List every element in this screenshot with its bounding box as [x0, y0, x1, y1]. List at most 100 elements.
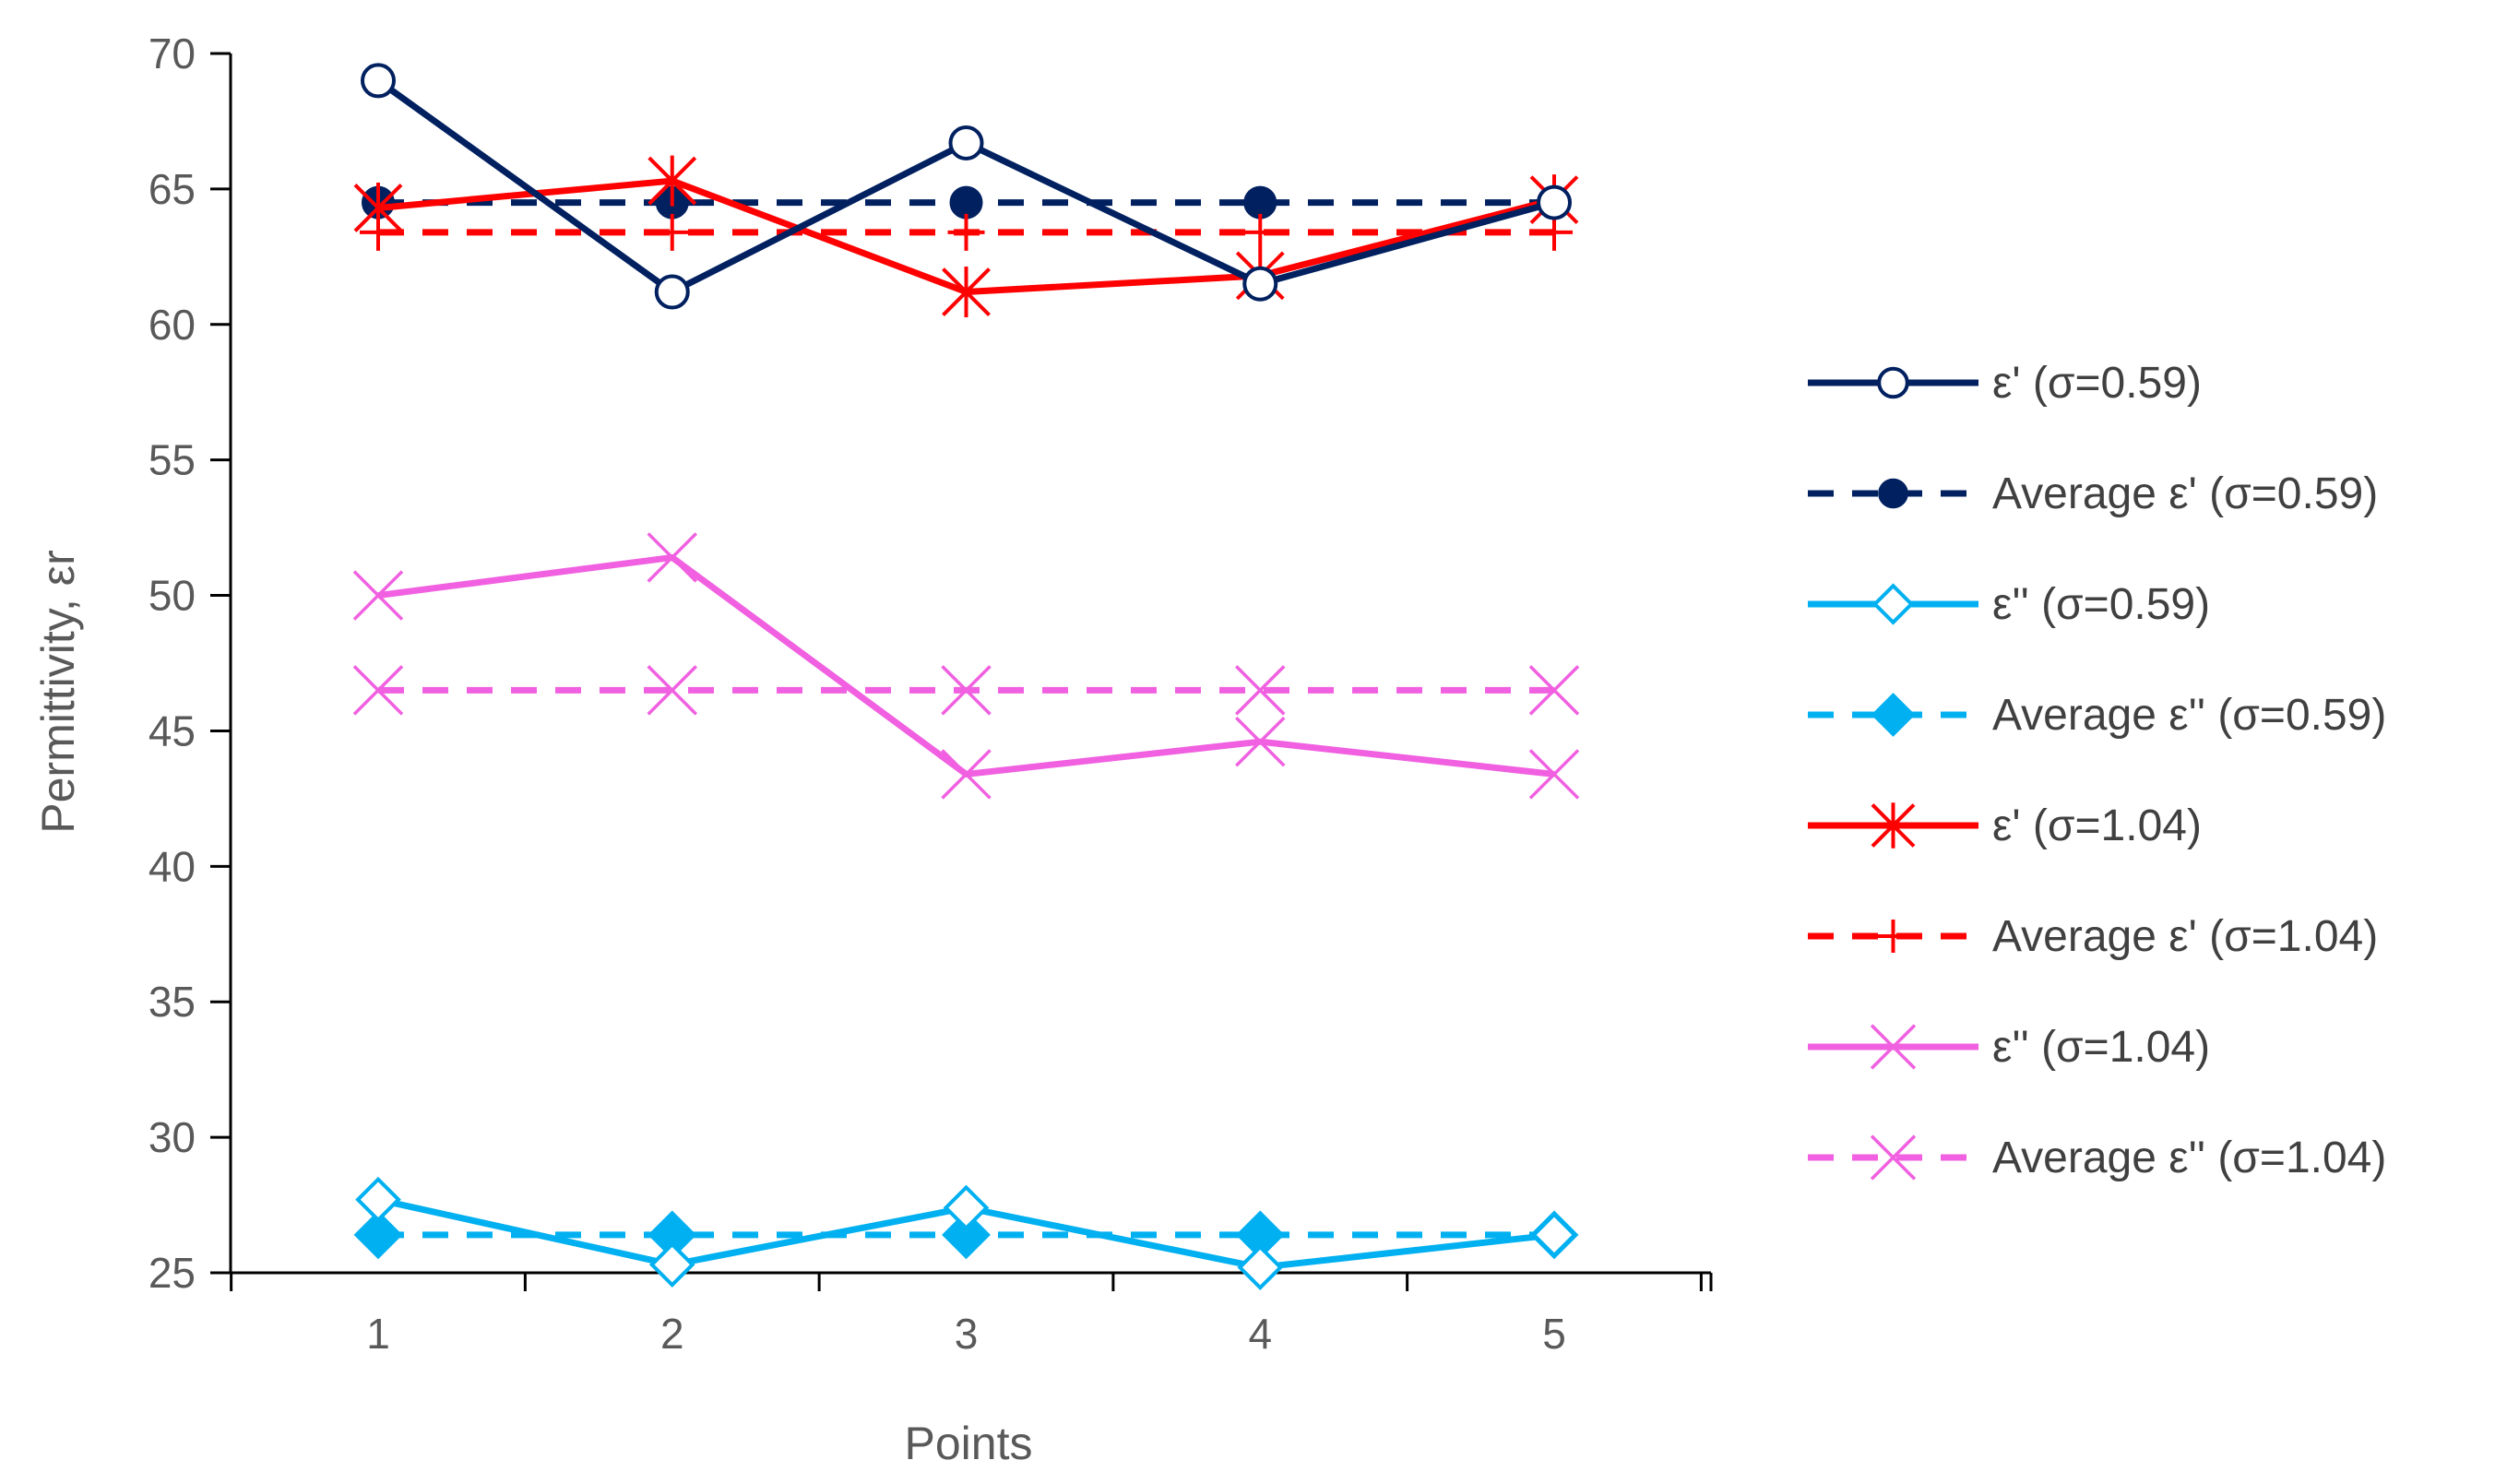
series-1	[361, 63, 1572, 310]
y-tick-label: 35	[149, 978, 196, 1026]
marker-shape	[1531, 1212, 1577, 1258]
legend-label: Average ε' (σ=0.59)	[1992, 469, 2378, 518]
data-point	[947, 213, 985, 251]
legend-marker	[1876, 920, 1910, 953]
data-point	[1242, 266, 1278, 302]
legend-marker	[1871, 693, 1916, 737]
data-point	[1235, 716, 1286, 767]
data-point	[1531, 1212, 1577, 1258]
legend-label: Average ε' (σ=1.04)	[1992, 912, 2378, 961]
legend-marker	[1871, 583, 1915, 625]
marker-shape	[361, 63, 396, 99]
marker-shape	[1235, 716, 1286, 767]
marker-shape	[1243, 185, 1277, 220]
marker-shape	[1870, 1024, 1917, 1070]
legend-item: Average ε'' (σ=1.04)	[1808, 1134, 2386, 1182]
x-tick-label: 3	[955, 1310, 979, 1358]
legend-marker	[1877, 366, 1909, 399]
data-point	[352, 665, 404, 716]
y-tick-label: 65	[149, 165, 196, 213]
marker-shape	[647, 532, 697, 583]
data-point	[941, 665, 992, 716]
legend: ε' (σ=0.59) Average ε' (σ=0.59) ε'' (σ=0.5…	[1808, 359, 2386, 1182]
y-tick-label: 60	[149, 301, 196, 349]
data-point	[355, 1176, 401, 1223]
marker-shape	[1871, 693, 1916, 737]
marker-shape	[1237, 1244, 1284, 1290]
data-point	[654, 274, 690, 310]
y-axis-title: Permittivity, εr	[32, 550, 84, 833]
data-point	[653, 213, 691, 251]
x-tick-label: 2	[660, 1310, 684, 1358]
data-point	[648, 1241, 695, 1288]
x-tick-label: 5	[1542, 1310, 1566, 1358]
data-point	[1528, 665, 1580, 716]
legend-marker	[1870, 1024, 1917, 1070]
marker-shape	[1870, 1134, 1917, 1181]
data-point	[943, 1184, 990, 1231]
y-tick-label: 50	[149, 572, 196, 620]
y-tick-label: 70	[149, 30, 196, 77]
legend-label: Average ε'' (σ=1.04)	[1992, 1134, 2386, 1182]
marker-shape	[654, 274, 690, 310]
data-point	[647, 532, 697, 583]
data-point	[353, 1210, 403, 1260]
data-point	[942, 267, 991, 318]
series-3	[355, 1176, 1577, 1290]
legend-label: ε'' (σ=0.59)	[1992, 580, 2210, 629]
marker-shape	[1871, 583, 1915, 625]
marker-shape	[1242, 266, 1278, 302]
legend-marker	[1870, 1134, 1917, 1181]
x-tick-label: 4	[1248, 1310, 1272, 1358]
y-tick-label: 25	[149, 1249, 196, 1297]
marker-shape	[1235, 665, 1286, 716]
marker-shape	[941, 749, 992, 800]
legend-item: ε' (σ=1.04)	[1808, 801, 2202, 850]
data-point	[1242, 213, 1279, 251]
legend-marker	[1878, 478, 1908, 509]
data-point	[1528, 749, 1580, 800]
data-point	[352, 570, 404, 621]
marker-shape	[943, 1184, 990, 1231]
series-5	[353, 155, 1579, 318]
legend-label: ε'' (σ=1.04)	[1992, 1023, 2210, 1072]
legend-item: ε'' (σ=0.59)	[1808, 580, 2210, 629]
legend-label: ε' (σ=1.04)	[1992, 801, 2202, 850]
data-point	[647, 665, 697, 716]
marker-shape	[352, 570, 404, 621]
data-point	[648, 155, 697, 207]
marker-shape	[355, 1176, 401, 1223]
series-group	[352, 63, 1580, 1290]
legend-label: ε' (σ=0.59)	[1992, 359, 2202, 408]
marker-shape	[1878, 478, 1908, 509]
legend-marker	[1871, 802, 1916, 849]
legend-item: ε'' (σ=1.04)	[1808, 1023, 2210, 1072]
series-7	[352, 532, 1580, 800]
legend-label: Average ε'' (σ=0.59)	[1992, 691, 2386, 740]
y-tick-label: 40	[149, 842, 196, 890]
marker-shape	[353, 1210, 403, 1260]
data-point	[941, 749, 992, 800]
legend-item: Average ε' (σ=0.59)	[1808, 469, 2378, 518]
data-point	[942, 1210, 991, 1260]
legend-item: ε' (σ=0.59)	[1808, 359, 2202, 408]
marker-shape	[948, 125, 984, 160]
data-point	[1243, 185, 1277, 220]
data-point	[1235, 665, 1286, 716]
data-point	[948, 125, 984, 160]
marker-shape	[1528, 749, 1580, 800]
y-tick-label: 30	[149, 1113, 196, 1161]
series-8	[352, 665, 1580, 716]
marker-shape	[352, 665, 404, 716]
data-point	[949, 185, 983, 220]
marker-shape	[1877, 366, 1909, 399]
x-tick-label: 1	[366, 1310, 390, 1358]
marker-shape	[1528, 665, 1580, 716]
marker-shape	[941, 665, 992, 716]
marker-shape	[648, 1241, 695, 1288]
marker-shape	[942, 1210, 991, 1260]
data-point	[361, 63, 396, 99]
legend-item: Average ε'' (σ=0.59)	[1808, 691, 2386, 740]
